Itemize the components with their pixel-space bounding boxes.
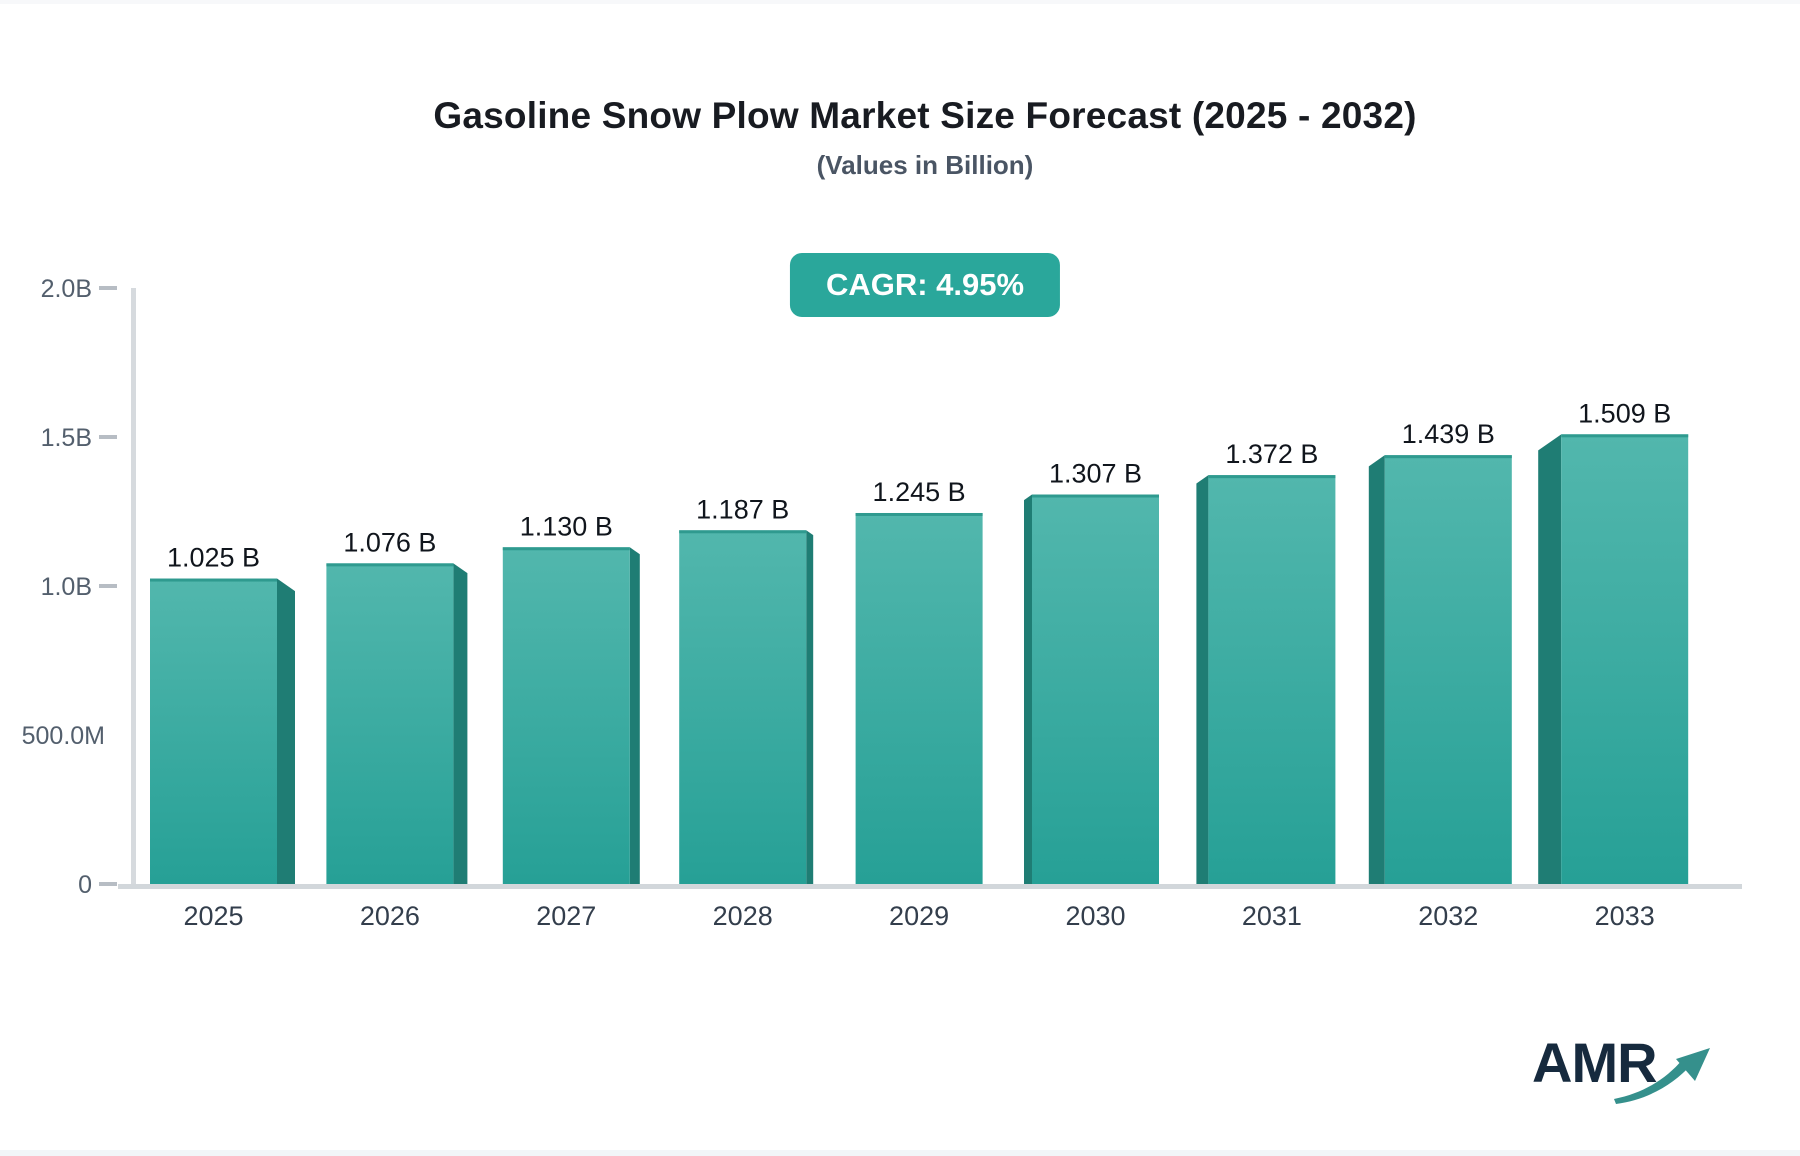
bar-group: 1.076 B 2026 bbox=[326, 527, 468, 931]
bar-side-face bbox=[1368, 455, 1385, 884]
arrow-swoosh bbox=[1614, 1059, 1692, 1104]
bar bbox=[679, 530, 807, 884]
bar-value-label: 1.372 B bbox=[1225, 439, 1318, 469]
bar-top-edge bbox=[1561, 434, 1689, 438]
x-tick-label: 2025 bbox=[183, 901, 243, 931]
bar-top-edge bbox=[502, 547, 630, 551]
x-tick-label: 2033 bbox=[1595, 901, 1655, 931]
chart-subtitle: (Values in Billion) bbox=[816, 150, 1034, 180]
y-tick-label: 500.0M bbox=[22, 722, 105, 750]
bar-group: 1.439 B 2032 bbox=[1368, 419, 1512, 931]
cagr-badge: CAGR: 4.95% bbox=[789, 253, 1061, 317]
top-edge-strip bbox=[0, 0, 1800, 4]
y-tick-dash bbox=[99, 584, 117, 588]
bar bbox=[502, 547, 630, 884]
bar bbox=[326, 563, 454, 884]
x-tick-label: 2028 bbox=[713, 901, 773, 931]
x-tick-label: 2029 bbox=[889, 901, 949, 931]
bar-value-label: 1.076 B bbox=[343, 527, 436, 557]
arrow-head bbox=[1676, 1048, 1710, 1081]
bar-group: 1.130 B 2027 bbox=[502, 511, 640, 931]
y-axis-line bbox=[131, 288, 136, 889]
bar-top-edge bbox=[150, 578, 277, 582]
bar-top-edge bbox=[855, 512, 983, 516]
x-tick-label: 2032 bbox=[1418, 901, 1478, 931]
bar bbox=[150, 578, 277, 884]
growth-arrow-icon bbox=[1614, 1048, 1710, 1104]
bar-value-label: 1.439 B bbox=[1402, 419, 1495, 449]
bar-group: 1.307 B 2030 bbox=[1024, 459, 1159, 931]
bar-side-face bbox=[277, 578, 295, 884]
bar-side-face bbox=[806, 530, 814, 884]
bar-group: 1.187 B 2028 bbox=[679, 494, 814, 931]
bar bbox=[1208, 475, 1336, 884]
bar bbox=[1561, 434, 1689, 884]
y-tick-dash bbox=[99, 435, 117, 439]
bar-side-face bbox=[453, 563, 468, 884]
bar-group: 1.372 B 2031 bbox=[1196, 439, 1336, 931]
y-tick-dash bbox=[99, 286, 117, 290]
x-tick-label: 2026 bbox=[360, 901, 420, 931]
x-tick-label: 2031 bbox=[1242, 901, 1302, 931]
x-tick-label: 2027 bbox=[536, 901, 596, 931]
amr-logo: AMR bbox=[1532, 1030, 1772, 1120]
bar-value-label: 1.130 B bbox=[520, 511, 613, 541]
bar bbox=[1032, 494, 1159, 884]
bar bbox=[1384, 455, 1512, 884]
bar-value-label: 1.187 B bbox=[696, 494, 789, 524]
bar-top-edge bbox=[1208, 475, 1336, 479]
y-tick-label: 2.0B bbox=[41, 275, 92, 303]
bar-value-label: 1.025 B bbox=[167, 543, 260, 573]
y-tick-label: 1.0B bbox=[41, 573, 92, 601]
bar-top-edge bbox=[1384, 455, 1512, 459]
amr-logo-text: AMR bbox=[1532, 1031, 1658, 1094]
x-axis-line bbox=[118, 884, 1742, 889]
bar-value-label: 1.307 B bbox=[1049, 459, 1142, 489]
bar-value-label: 1.245 B bbox=[873, 477, 966, 507]
chart-title: Gasoline Snow Plow Market Size Forecast … bbox=[433, 95, 1417, 136]
bar-value-label: 1.509 B bbox=[1578, 398, 1671, 428]
bar-group: 1.025 B 2025 bbox=[150, 543, 295, 931]
bar-side-face bbox=[629, 547, 640, 884]
x-tick-label: 2030 bbox=[1065, 901, 1125, 931]
bar-top-edge bbox=[679, 530, 807, 534]
bar-side-face bbox=[1538, 434, 1562, 884]
bar-group: 1.245 B 2029 bbox=[855, 477, 983, 931]
bar-side-face bbox=[1196, 475, 1209, 884]
bar bbox=[855, 512, 983, 884]
bar-group: 1.509 B 2033 bbox=[1538, 398, 1689, 931]
bar-top-edge bbox=[1032, 494, 1159, 498]
y-tick-dash bbox=[99, 882, 117, 886]
bar-side-face bbox=[1024, 494, 1032, 884]
y-tick-label: 0 bbox=[78, 871, 92, 899]
bar-top-edge bbox=[326, 563, 454, 567]
y-tick-label: 1.5B bbox=[41, 424, 92, 452]
bottom-edge-strip bbox=[0, 1150, 1800, 1156]
